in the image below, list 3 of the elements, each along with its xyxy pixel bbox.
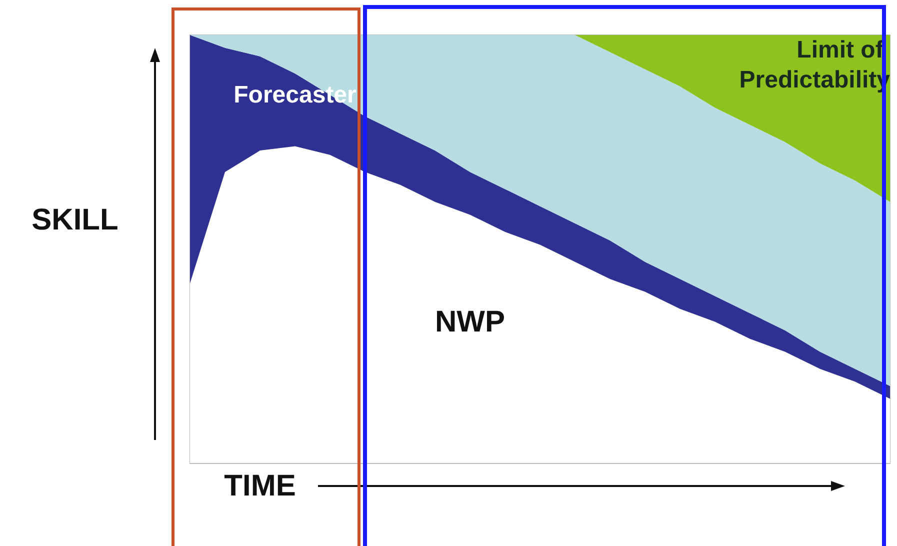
y-axis-title: SKILL — [32, 204, 118, 236]
series-label: NWP — [435, 305, 505, 338]
x-axis-title: TIME — [224, 470, 296, 502]
